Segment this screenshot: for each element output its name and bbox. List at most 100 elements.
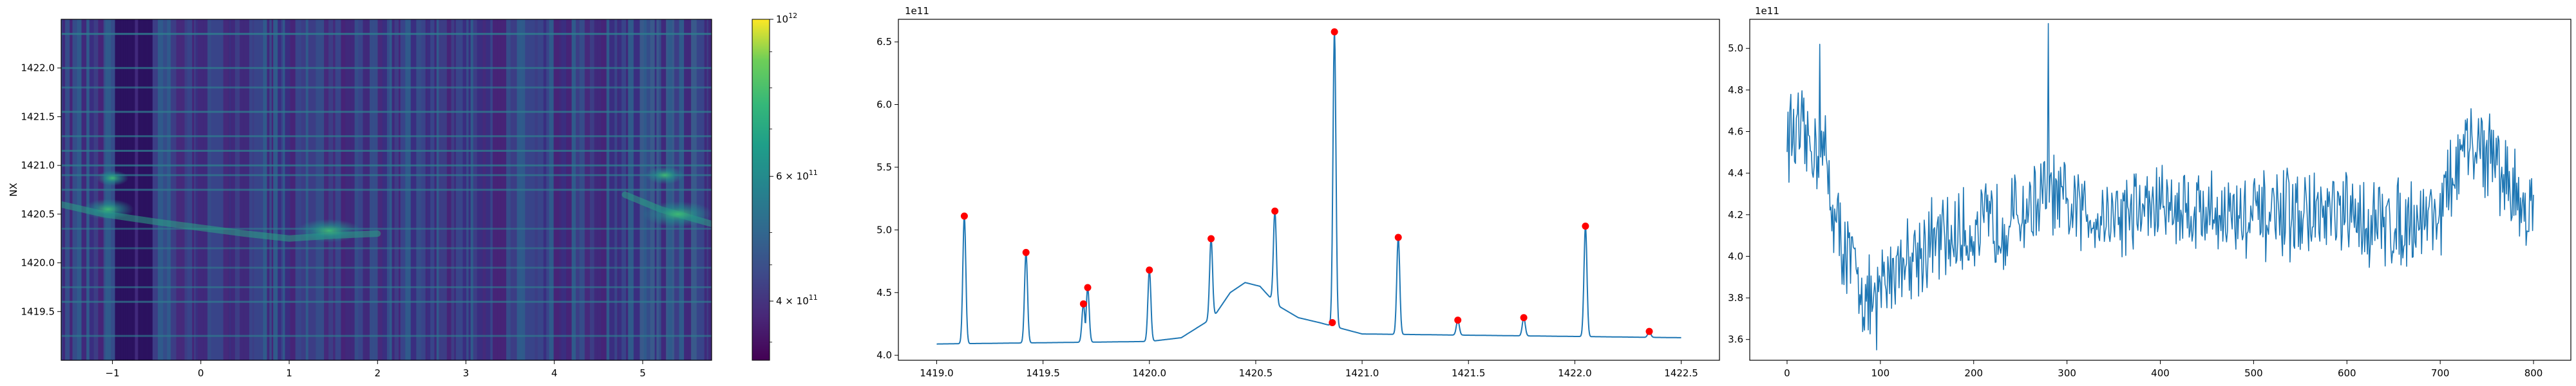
heatmap-y-tick-label: 1422.0 <box>21 62 55 74</box>
timeseries-y-tick-label: 3.8 <box>1728 292 1743 304</box>
peaks-y-tick-label: 4.5 <box>876 287 892 299</box>
timeseries-y-tick-label: 3.6 <box>1728 334 1743 345</box>
heatmap-hotspot <box>82 199 134 220</box>
heatmap-y-tick-label: 1421.0 <box>21 160 55 171</box>
colorbar-tick-label: 4 × 1011 <box>776 293 818 307</box>
timeseries-x-tick-label: 800 <box>2524 367 2543 379</box>
peaks-y-tick-label: 6.5 <box>876 36 892 48</box>
peak-marker <box>1394 234 1402 241</box>
heatmap-x-tick-label: 5 <box>639 367 646 379</box>
colorbar-tick-exponent: 11 <box>809 293 818 302</box>
timeseries-y-tick-label: 4.6 <box>1728 126 1743 138</box>
heatmap-hotspot <box>296 219 361 243</box>
heatmap-row-line <box>61 228 712 230</box>
heatmap-row-line <box>61 33 712 35</box>
heatmap-row-line <box>61 188 712 191</box>
heatmap-frame <box>61 19 712 361</box>
colorbar-tick-base: 6 × 10 <box>776 170 809 182</box>
heatmap-y-tick-label: 1419.5 <box>21 306 55 317</box>
timeseries-y-tick-label: 5.0 <box>1728 42 1743 54</box>
peak-marker <box>1022 248 1030 256</box>
heatmap-x-tick-label: 0 <box>198 367 204 379</box>
peak-marker <box>1454 317 1462 324</box>
timeseries-axes: 0 100 200 300 400 500 600 700 800 3.6 3.8 4.0 4.2 4.4… <box>1728 42 2543 379</box>
peak-marker <box>1271 207 1279 215</box>
peak-marker <box>1645 327 1653 335</box>
peak-marker <box>1582 223 1589 230</box>
peak-marker <box>1520 314 1528 322</box>
timeseries-series-line <box>1786 23 2534 351</box>
heatmap-rows <box>61 33 712 337</box>
peaks-x-tick-label: 1422.5 <box>1664 367 1698 379</box>
peaks-y-tick-label: 6.0 <box>876 99 892 111</box>
colorbar-tick-exponent: 12 <box>788 12 797 20</box>
peaks-x-tick-label: 1419.5 <box>1026 367 1060 379</box>
heatmap-row-line <box>61 286 712 288</box>
heatmap-band <box>61 166 712 243</box>
heatmap-panel: −1 0 1 2 3 4 5 1419.5 1420.0 1420.5 1421.0 1421.5 14… <box>8 19 712 379</box>
peaks-x-tick-label: 1421.0 <box>1345 367 1379 379</box>
timeseries-x-tick-label: 0 <box>1784 367 1790 379</box>
peaks-frame <box>898 19 1720 361</box>
timeseries-x-tick-label: 300 <box>2058 367 2076 379</box>
timeseries-x-tick-label: 700 <box>2431 367 2450 379</box>
heatmap-row-line <box>61 266 712 269</box>
heatmap-row-line <box>61 135 712 138</box>
heatmap-row-line <box>61 67 712 69</box>
heatmap-y-tick-label: 1420.5 <box>21 208 55 220</box>
colorbar-tick-exponent: 11 <box>809 169 818 177</box>
heatmap-x-tick-label: 4 <box>551 367 558 379</box>
colorbar-gradient <box>752 19 770 361</box>
heatmap-y-tick-label: 1421.5 <box>21 111 55 122</box>
timeseries-y-tick-label: 4.4 <box>1728 167 1743 179</box>
heatmap-axes: −1 0 1 2 3 4 5 1419.5 1420.0 1420.5 1421.0 1421.5 14… <box>21 62 646 379</box>
heatmap-x-tick-label: 2 <box>375 367 381 379</box>
timeseries-y-tick-label: 4.0 <box>1728 250 1743 262</box>
peaks-y-tick-label: 5.5 <box>876 161 892 173</box>
peaks-series-line <box>936 32 1681 345</box>
timeseries-x-tick-label: 100 <box>1871 367 1890 379</box>
heatmap-row-line <box>61 111 712 113</box>
peak-marker <box>1084 284 1092 291</box>
peaks-x-tick-label: 1421.5 <box>1452 367 1486 379</box>
peaks-line-panel: 1e11 1419.0 1419.5 1420.0 1420.5 1421.0 1421.… <box>876 5 1720 379</box>
heatmap-x-tick-label: 1 <box>286 367 292 379</box>
peak-marker <box>960 212 968 220</box>
peak-marker <box>1331 28 1338 35</box>
peaks-x-tick-label: 1419.0 <box>920 367 954 379</box>
heatmap-row-line <box>61 164 712 167</box>
peaks-offset-label: 1e11 <box>905 5 929 17</box>
peaks-y-tick-label: 5.0 <box>876 224 892 235</box>
peaks-x-tick-label: 1420.5 <box>1239 367 1273 379</box>
colorbar-tick-label: 6 × 1011 <box>776 169 818 182</box>
colorbar-tick-label: 1012 <box>776 12 797 25</box>
timeseries-x-tick-label: 400 <box>2151 367 2170 379</box>
heatmap-y-axis-label: NX <box>8 183 19 197</box>
heatmap-row-line <box>61 335 712 337</box>
heatmap-row-line <box>61 86 712 89</box>
colorbar-tick-base: 10 <box>776 14 788 25</box>
heatmap-x-tick-label: 3 <box>463 367 469 379</box>
peaks-x-tick-label: 1420.0 <box>1133 367 1167 379</box>
heatmap-x-tick-label: −1 <box>106 367 120 379</box>
timeseries-offset-label: 1e11 <box>1755 5 1779 17</box>
timeseries-x-tick-label: 200 <box>1964 367 1983 379</box>
timeseries-y-tick-label: 4.2 <box>1728 209 1743 221</box>
peak-marker <box>1329 319 1336 327</box>
timeseries-x-tick-label: 600 <box>2338 367 2356 379</box>
timeseries-panel: 1e11 0 100 200 300 400 500 600 700 800 3.6 3.8 4.0 4… <box>1728 5 2571 379</box>
peak-markers <box>960 28 1653 335</box>
peaks-x-tick-label: 1422.0 <box>1558 367 1592 379</box>
heatmap-row-line <box>61 174 712 176</box>
timeseries-y-tick-label: 4.8 <box>1728 84 1743 96</box>
peaks-y-tick-label: 4.0 <box>876 349 892 361</box>
heatmap-row-line <box>61 247 712 250</box>
heatmap-row-line <box>61 149 712 152</box>
peak-marker <box>1146 266 1153 274</box>
heatmap-y-tick-label: 1420.0 <box>21 257 55 269</box>
heatmap-hotspot <box>642 201 712 227</box>
heatmap-hotspot <box>96 170 129 186</box>
